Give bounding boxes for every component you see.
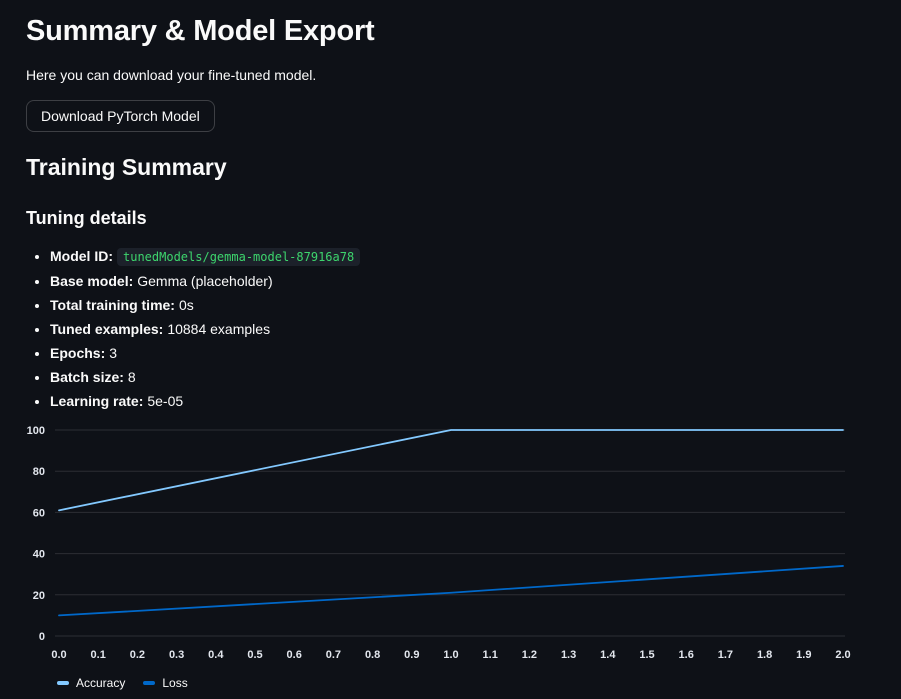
training-summary-heading: Training Summary — [26, 153, 227, 180]
list-item-training-time: Total training time:0s — [50, 296, 875, 313]
detail-value: 10884 examples — [167, 320, 271, 337]
x-axis-tick-label: 1.0 — [443, 649, 458, 661]
y-axis-tick-label: 20 — [33, 590, 45, 602]
x-axis-tick-label: 1.9 — [796, 649, 811, 661]
training-chart-svg: 0 20 40 60 80 100 0.0 0.1 0.2 0.3 0.4 0.5 0.6 0.7 0.8 0… — [27, 425, 851, 661]
x-axis-tick-label: 0.3 — [169, 649, 184, 661]
x-axis-tick-label: 0.5 — [247, 649, 262, 661]
list-item-tuned-examples: Tuned examples:10884 examples — [50, 320, 875, 337]
detail-label: Total training time: — [50, 296, 175, 313]
x-axis-tick-label: 0.6 — [287, 649, 302, 661]
x-axis-tick-label: 0.2 — [130, 649, 145, 661]
x-axis-tick-label: 1.1 — [483, 649, 498, 661]
detail-value: 5e-05 — [147, 392, 184, 409]
legend-item-accuracy: Accuracy — [57, 676, 125, 690]
detail-label: Epochs: — [50, 344, 106, 361]
x-axis-tick-label: 0.0 — [51, 649, 66, 661]
x-axis-tick-label: 0.4 — [208, 649, 224, 661]
tuning-details-list: Model ID:tunedModels/gemma-model-87916a7… — [50, 247, 875, 409]
y-axis-tick-label: 40 — [33, 549, 45, 561]
training-chart: 0 20 40 60 80 100 0.0 0.1 0.2 0.3 0.4 0.5 0.6 0.7 0.8 0… — [0, 418, 875, 690]
list-item-learning-rate: Learning rate:5e-05 — [50, 392, 875, 409]
legend-label: Loss — [162, 675, 188, 690]
detail-value: 8 — [127, 368, 136, 385]
x-axis-tick-label: 1.4 — [600, 649, 616, 661]
model-id-code: tunedModels/gemma-model-87916a78 — [117, 247, 361, 266]
list-item-batch-size: Batch size:8 — [50, 368, 875, 385]
page-subtitle: Here you can download your fine-tuned mo… — [26, 66, 317, 83]
legend-label: Accuracy — [76, 675, 126, 690]
x-axis-tick-label: 0.8 — [365, 649, 380, 661]
detail-value: Gemma (placeholder) — [137, 272, 273, 289]
x-axis-tick-label: 0.1 — [91, 649, 106, 661]
list-item-base-model: Base model:Gemma (placeholder) — [50, 272, 875, 289]
x-axis-tick-label: 1.8 — [757, 649, 772, 661]
x-axis-tick-label: 1.5 — [639, 649, 654, 661]
y-axis-tick-label: 100 — [27, 425, 45, 437]
x-axis-tick-label: 1.7 — [718, 649, 733, 661]
x-axis-tick-label: 1.2 — [522, 649, 537, 661]
y-axis-tick-label: 0 — [39, 631, 45, 643]
x-axis-tick-label: 1.6 — [679, 649, 694, 661]
detail-value: 3 — [109, 344, 118, 361]
series-line-loss — [58, 565, 844, 617]
detail-label: Learning rate: — [50, 392, 144, 409]
legend-swatch-icon — [143, 680, 156, 685]
x-axis-tick-label: 1.3 — [561, 649, 576, 661]
list-item-epochs: Epochs:3 — [50, 344, 875, 361]
legend-item-loss: Loss — [143, 675, 188, 690]
y-axis-tick-label: 80 — [33, 466, 45, 478]
detail-label: Batch size: — [50, 368, 124, 385]
x-axis-tick-label: 0.7 — [326, 649, 341, 661]
legend-swatch-icon — [57, 680, 69, 685]
x-axis-tick-label: 2.0 — [835, 649, 850, 661]
detail-label: Base model: — [50, 272, 134, 289]
detail-label: Model ID: — [50, 248, 113, 265]
page-title: Summary & Model Export — [26, 15, 375, 47]
y-axis-tick-label: 60 — [33, 507, 45, 519]
list-item-model-id: Model ID:tunedModels/gemma-model-87916a7… — [50, 247, 875, 266]
detail-label: Tuned examples: — [50, 320, 164, 337]
tuning-details-heading: Tuning details — [26, 207, 147, 228]
x-axis-tick-label: 0.9 — [404, 649, 419, 661]
detail-value: 0s — [178, 296, 194, 313]
download-pytorch-model-button[interactable]: Download PyTorch Model — [26, 99, 215, 132]
chart-legend: Accuracy Loss — [57, 676, 875, 690]
series-line-accuracy — [58, 429, 844, 512]
